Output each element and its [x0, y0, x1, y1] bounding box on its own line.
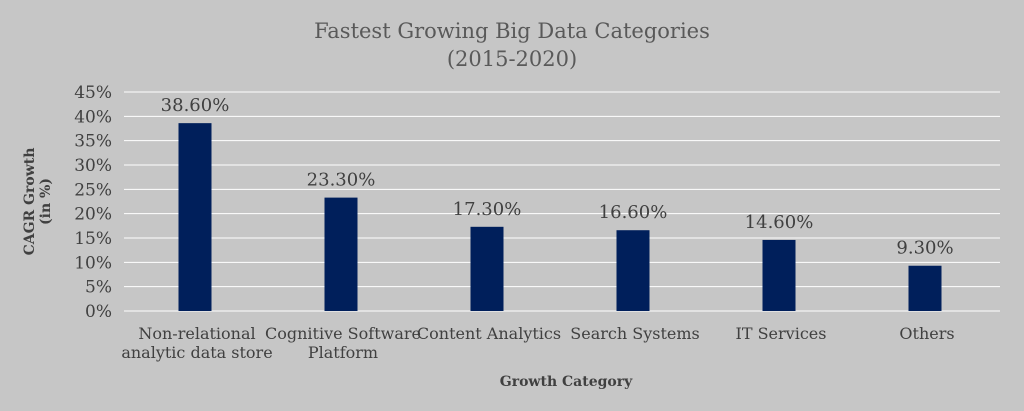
- chart-title: Fastest Growing Big Data Categories: [314, 19, 710, 43]
- data-label: 38.60%: [161, 95, 230, 116]
- bar: [324, 197, 358, 311]
- bar: [908, 265, 942, 311]
- data-label: 23.30%: [307, 170, 376, 191]
- gridlines: [124, 91, 1000, 312]
- data-label: 9.30%: [896, 238, 953, 259]
- y-tick-label: 15%: [74, 229, 112, 249]
- bar: [762, 239, 796, 311]
- y-tick-label: 30%: [74, 156, 112, 176]
- x-category-label: Search Systems: [570, 324, 699, 343]
- bars: [178, 123, 942, 311]
- y-tick-label: 40%: [74, 107, 112, 127]
- y-axis-title: CAGR Growth(in %): [22, 148, 54, 256]
- x-category-label: Content Analytics: [417, 324, 561, 343]
- y-tick-label: 35%: [74, 132, 112, 152]
- data-label: 17.30%: [453, 199, 522, 220]
- x-category-label: Others: [899, 324, 954, 343]
- data-label: 16.60%: [599, 202, 668, 223]
- x-category-label: Non-relational analytic data store: [121, 324, 272, 362]
- y-tick-label: 25%: [74, 180, 112, 200]
- bar: [470, 226, 504, 311]
- bar: [178, 123, 212, 311]
- y-tick-label: 10%: [74, 253, 112, 273]
- x-category-label: IT Services: [736, 324, 827, 343]
- y-tick-label: 5%: [85, 278, 112, 298]
- y-tick-label: 45%: [74, 83, 112, 103]
- data-labels: 38.60% 23.30% 17.30% 16.60% 14.60% 9.30%: [161, 95, 954, 259]
- data-label: 14.60%: [745, 212, 814, 233]
- y-tick-label: 20%: [74, 205, 112, 225]
- chart-subtitle: (2015-2020): [447, 47, 577, 71]
- x-axis-categories: Non-relational analytic data storeCogniti…: [121, 324, 954, 362]
- bar: [616, 230, 650, 311]
- y-tick-label: 0%: [85, 302, 112, 322]
- x-category-label: Cognitive Software Platform: [265, 324, 421, 362]
- x-axis-title: Growth Category: [500, 374, 633, 390]
- y-axis-ticks: 0% 5% 10% 15% 20% 25% 30% 35% 40% 45%: [74, 83, 112, 322]
